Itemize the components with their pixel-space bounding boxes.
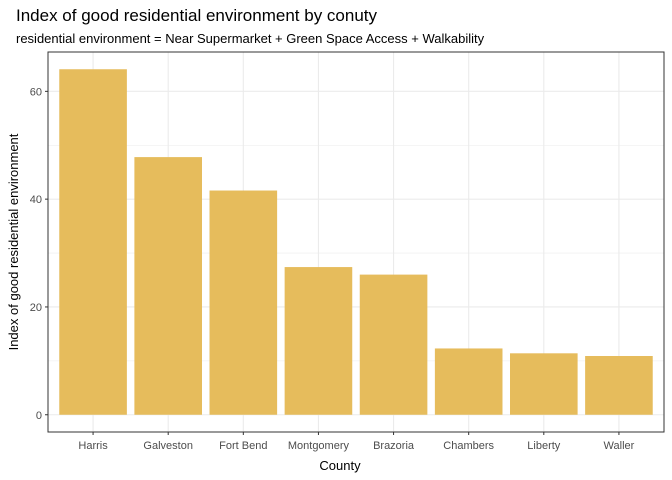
bar-liberty [510,353,578,415]
y-tick-label: 0 [36,410,42,422]
bar-brazoria [359,274,428,415]
y-tick-label: 20 [30,302,42,314]
x-tick-label: Liberty [527,440,561,452]
x-tick-label: Waller [604,440,635,452]
bars [59,69,653,415]
y-axis-title: Index of good residential environment [6,133,21,350]
x-axis: Harris Galveston Fort Bend Montgomery Brazor… [78,432,635,452]
chart-title: Index of good residential environment by… [16,6,378,25]
y-axis: 0 20 40 60 [30,86,48,422]
x-tick-label: Chambers [443,440,494,452]
panel-border [47,51,665,433]
bar-galveston [134,157,202,415]
bar-montgomery [284,267,353,415]
chart-subtitle: residential environment = Near Supermark… [16,31,485,46]
plot-panel [47,51,665,433]
y-tick-label: 60 [30,86,42,98]
bar-waller [585,356,653,415]
x-tick-label: Fort Bend [219,440,267,452]
x-axis-title: County [319,458,361,473]
x-tick-label: Montgomery [288,440,350,452]
bar-fort-bend [209,190,278,415]
y-tick-label: 40 [30,194,42,206]
x-tick-label: Harris [78,440,108,452]
x-tick-label: Galveston [143,440,193,452]
bar-harris [59,69,127,415]
bar-chambers [434,348,503,415]
x-tick-label: Brazoria [373,440,415,452]
